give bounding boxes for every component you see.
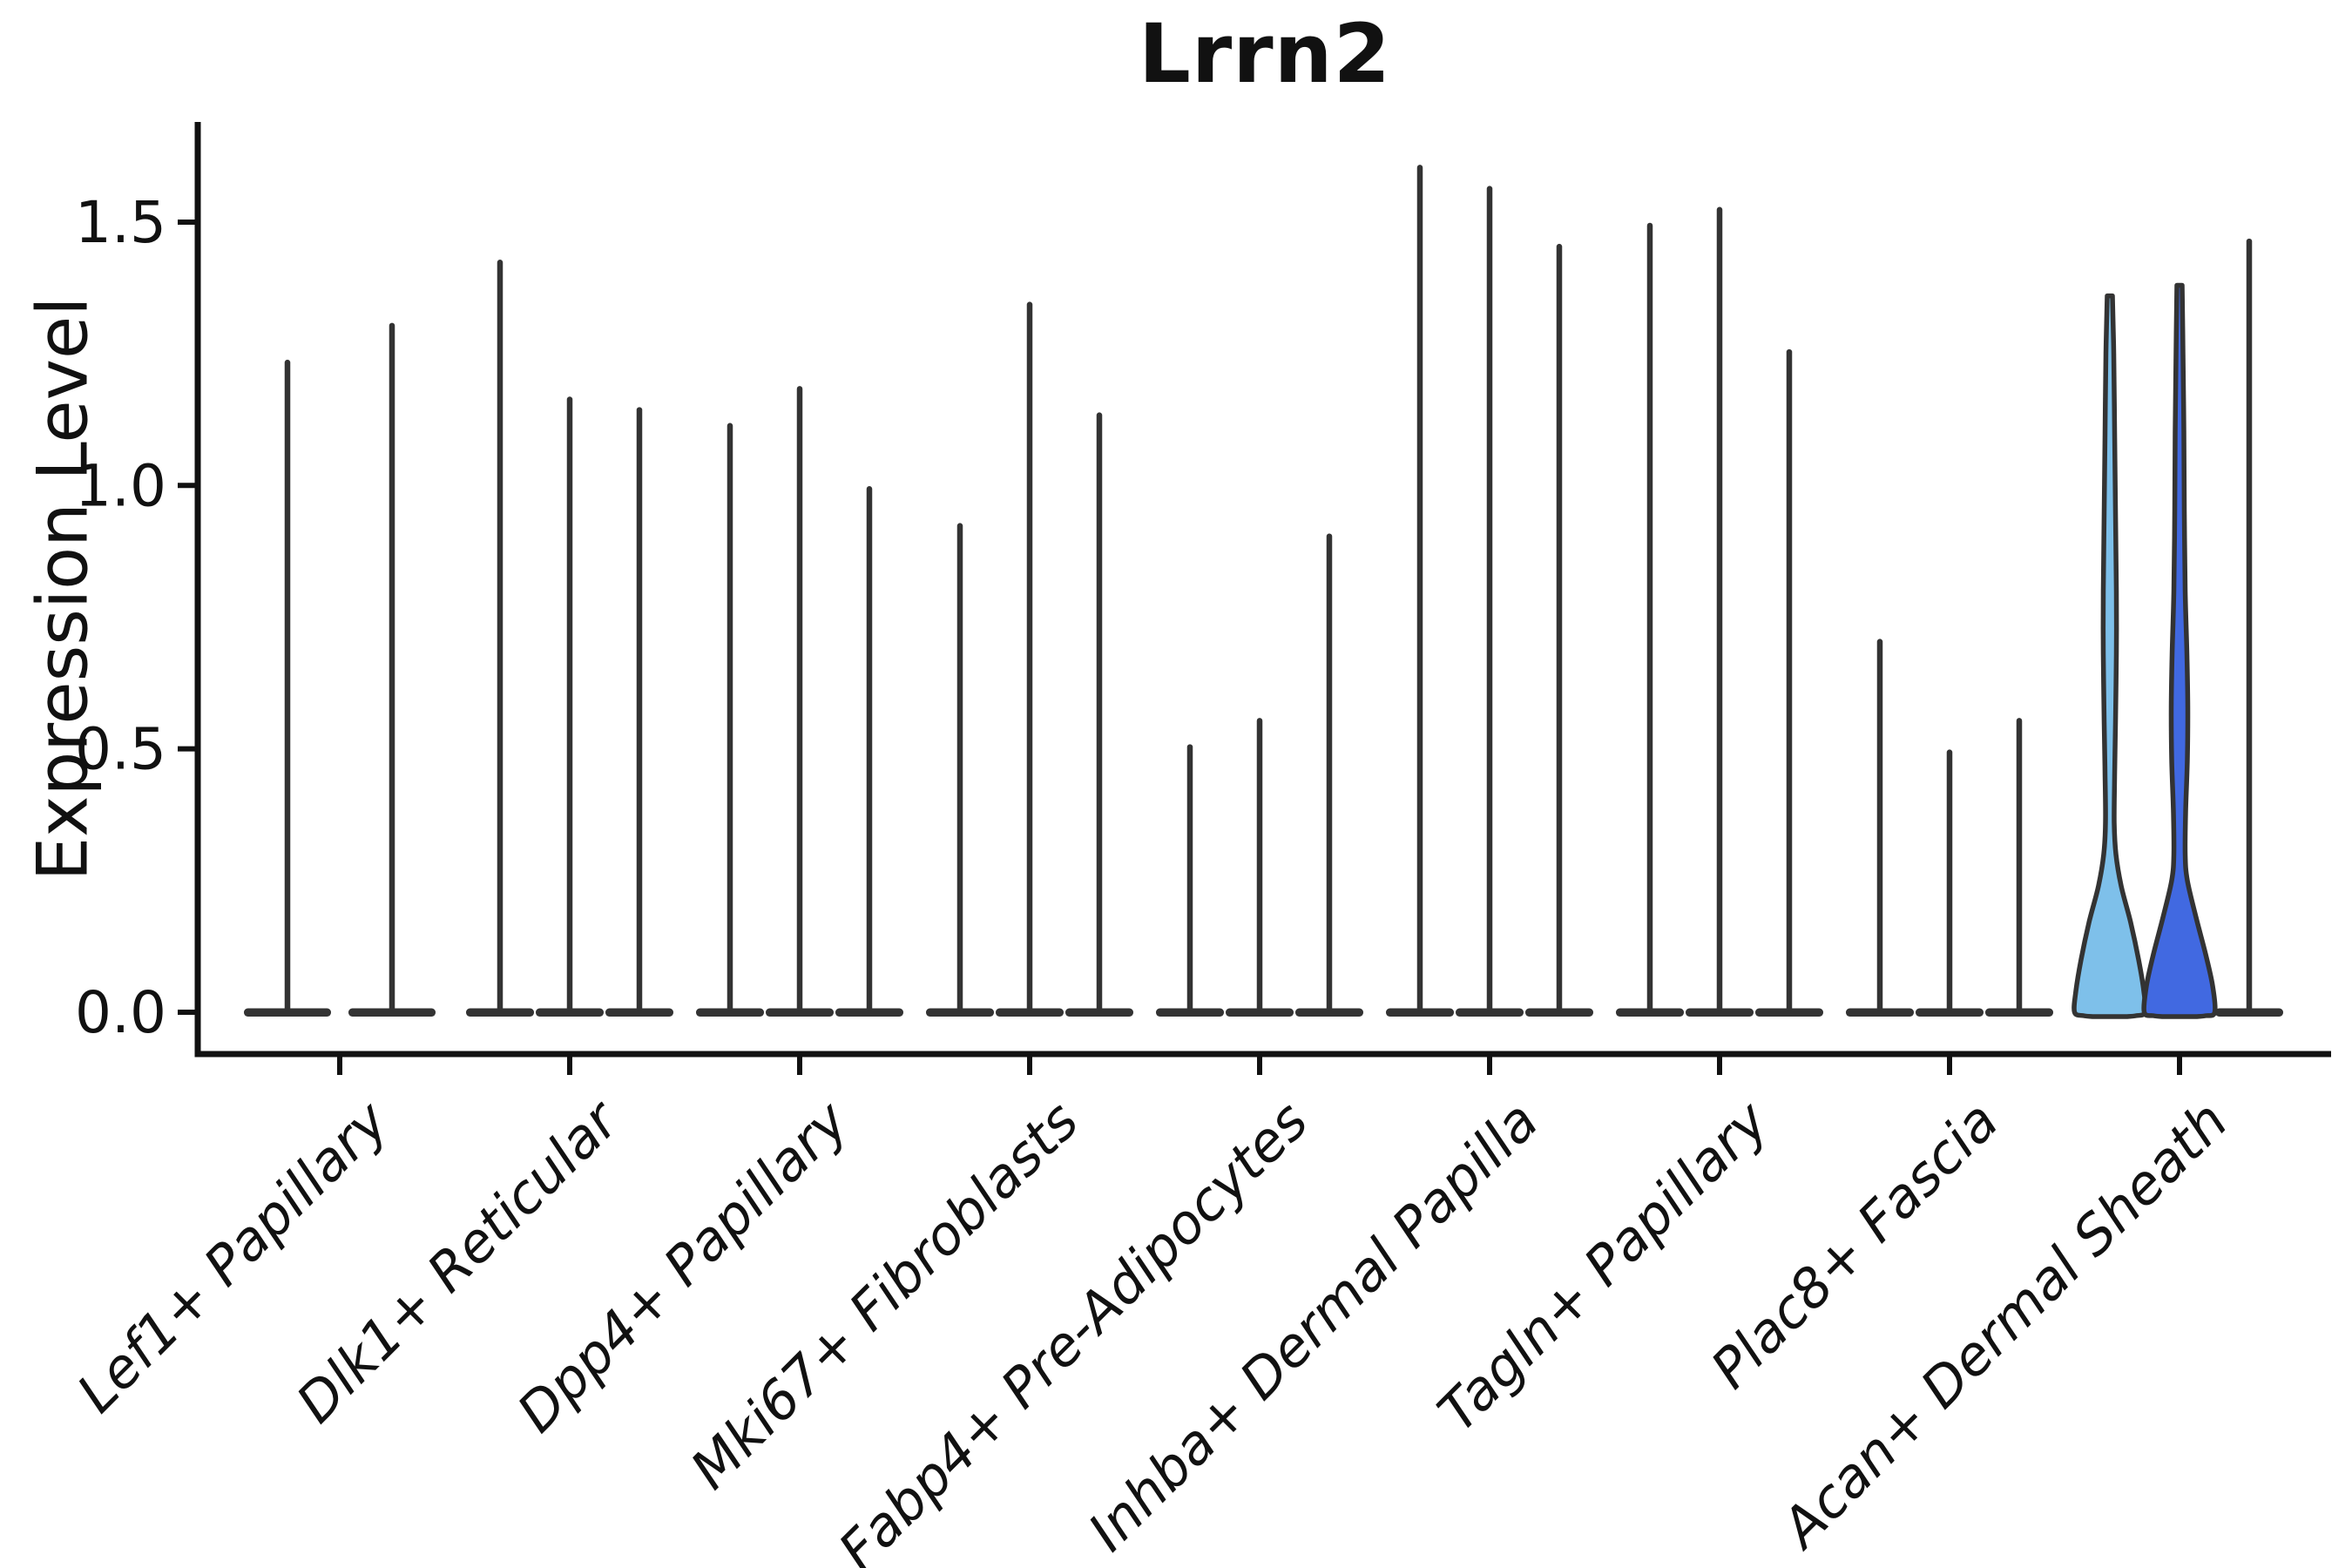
violin-filled — [2141, 282, 2218, 1019]
y-tick-label: 1.0 — [75, 452, 166, 519]
violin-base — [696, 1008, 764, 1017]
violin-base — [1846, 1008, 1914, 1017]
y-tick-label: 0.0 — [75, 979, 166, 1046]
violin-base — [348, 1008, 436, 1017]
violin-base — [1156, 1008, 1224, 1017]
violin-base — [1616, 1008, 1684, 1017]
violin-base — [1065, 1008, 1133, 1017]
violin-filled — [2072, 293, 2148, 1019]
violin-base — [1226, 1008, 1294, 1017]
violin-base — [996, 1008, 1064, 1017]
y-tick-label: 0.5 — [75, 716, 166, 783]
y-tick-label: 1.5 — [75, 189, 166, 256]
violin-base — [1386, 1008, 1454, 1017]
violin-base — [244, 1008, 331, 1017]
violin-base — [536, 1008, 604, 1017]
violin-base — [1985, 1008, 2053, 1017]
violin-base — [605, 1008, 673, 1017]
violin-base — [1916, 1008, 1984, 1017]
violin-base — [1686, 1008, 1754, 1017]
violin-base — [1525, 1008, 1593, 1017]
violin-base — [835, 1008, 903, 1017]
plot-title: Lrrn2 — [1139, 7, 1391, 102]
violin-base — [1456, 1008, 1524, 1017]
violin-base — [1755, 1008, 1823, 1017]
violin-base — [1295, 1008, 1363, 1017]
violin-base — [766, 1008, 834, 1017]
violin-base — [926, 1008, 994, 1017]
violin-base — [466, 1008, 534, 1017]
violin-base — [2215, 1008, 2283, 1017]
